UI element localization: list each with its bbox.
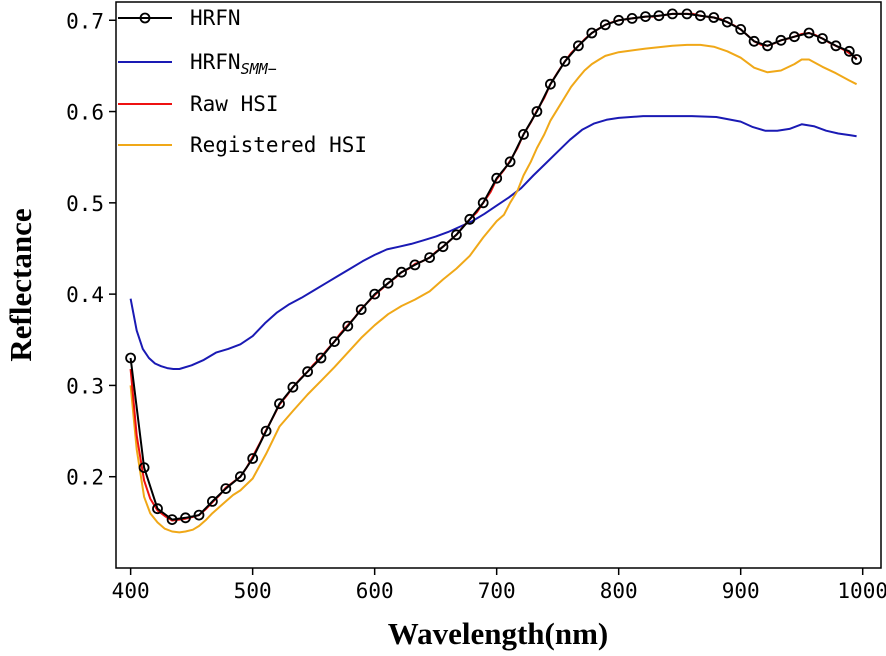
legend-label-registered-hsi: Registered HSI (190, 133, 367, 157)
x-tick-label-600: 600 (356, 579, 394, 603)
point-hrfn-722 (518, 128, 529, 140)
legend-marker-hrfn (139, 12, 151, 24)
point-hrfn-922 (762, 40, 773, 52)
x-axis-title: Wavelength(nm) (388, 616, 608, 651)
point-hrfn-711 (504, 156, 516, 168)
point-hrfn-944 (789, 31, 800, 43)
point-hrfn-645 (424, 252, 436, 264)
point-hrfn-567 (328, 336, 340, 348)
plot-area-frame (115, 1, 882, 569)
point-hrfn-733 (531, 106, 543, 117)
point-hrfn-533 (287, 381, 299, 393)
point-hrfn-556 (315, 352, 327, 364)
series-layer (125, 8, 862, 534)
point-hrfn-900 (735, 23, 747, 35)
point-hrfn-878 (708, 12, 720, 23)
point-hrfn-867 (695, 10, 706, 22)
point-hrfn-456 (193, 509, 205, 521)
series-line-hrfn (129, 12, 858, 521)
x-tick-label-500: 500 (234, 579, 272, 603)
legend-label-hrfn-smm-subscript: SMM− (241, 60, 277, 78)
point-hrfn-411 (138, 462, 150, 474)
point-hrfn-744 (545, 78, 556, 90)
point-hrfn-445 (180, 512, 191, 524)
legend-label-hrfn-smm-main: HRFN (190, 50, 241, 74)
series-line-hrfn-smm (129, 115, 857, 370)
y-tick-label-0.4: 0.4 (66, 283, 104, 307)
point-hrfn-545 (302, 366, 314, 378)
point-hrfn-833 (653, 10, 665, 22)
point-hrfn-689 (477, 197, 489, 209)
point-hrfn-911 (748, 35, 760, 47)
point-hrfn-822 (640, 11, 651, 23)
point-hrfn-522 (274, 398, 285, 410)
series-line-raw-hsi (129, 12, 858, 522)
y-axis-title: Reflectance (3, 208, 38, 361)
y-tick-label-0.7: 0.7 (66, 9, 104, 33)
point-hrfn-511 (260, 425, 272, 437)
point-hrfn-589 (355, 304, 367, 316)
point-hrfn-611 (382, 277, 394, 289)
y-tick-label-0.3: 0.3 (66, 374, 104, 398)
series-line-registered-hsi (129, 43, 858, 534)
point-hrfn-656 (437, 241, 449, 253)
point-hrfn-578 (342, 320, 354, 332)
point-hrfn-600 (369, 288, 381, 300)
point-hrfn-500 (247, 453, 259, 464)
point-hrfn-422 (152, 503, 163, 515)
point-hrfn-995 (851, 54, 862, 65)
point-hrfn-778 (586, 27, 598, 39)
x-tick-label-900: 900 (722, 579, 760, 603)
y-tick-label-0.6: 0.6 (66, 101, 104, 125)
point-hrfn-889 (721, 16, 733, 28)
point-hrfn-856 (681, 8, 693, 20)
x-tick-label-1000: 1000 (837, 579, 886, 603)
point-hrfn-756 (559, 55, 571, 67)
point-hrfn-400 (125, 352, 137, 364)
point-hrfn-700 (491, 172, 503, 184)
point-hrfn-490 (234, 471, 246, 483)
x-tick-label-400: 400 (112, 579, 150, 603)
point-hrfn-967 (817, 33, 828, 44)
ticks-layer: 400 500 600 700 800 900 1000 0.2 0.3 0.4 0.5 0.6 0.7 (66, 9, 886, 603)
x-tick-label-700: 700 (478, 579, 516, 603)
point-hrfn-633 (409, 259, 421, 271)
legend-label-hrfn: HRFN (190, 6, 241, 30)
point-hrfn-667 (450, 229, 462, 241)
legend: HRFN HRFNSMM− Raw HSI Registered HSI (118, 6, 367, 157)
point-hrfn-800 (613, 14, 625, 26)
point-hrfn-467 (206, 495, 218, 507)
point-hrfn-767 (573, 40, 584, 52)
point-hrfn-478 (220, 483, 232, 495)
legend-label-raw-hsi: Raw HSI (190, 92, 279, 116)
point-hrfn-978 (830, 40, 842, 52)
y-tick-label-0.5: 0.5 (66, 192, 104, 216)
point-hrfn-933 (775, 34, 787, 46)
point-hrfn-956 (803, 27, 815, 39)
point-hrfn-434 (166, 514, 178, 525)
x-tick-label-800: 800 (600, 579, 638, 603)
y-tick-label-0.2: 0.2 (66, 466, 104, 490)
point-hrfn-622 (396, 266, 407, 278)
point-hrfn-789 (599, 19, 611, 31)
point-hrfn-811 (626, 12, 638, 24)
point-hrfn-844 (667, 8, 678, 20)
legend-label-hrfn-smm: HRFNSMM− (190, 50, 277, 78)
point-hrfn-989 (843, 45, 855, 57)
point-hrfn-678 (464, 213, 476, 225)
